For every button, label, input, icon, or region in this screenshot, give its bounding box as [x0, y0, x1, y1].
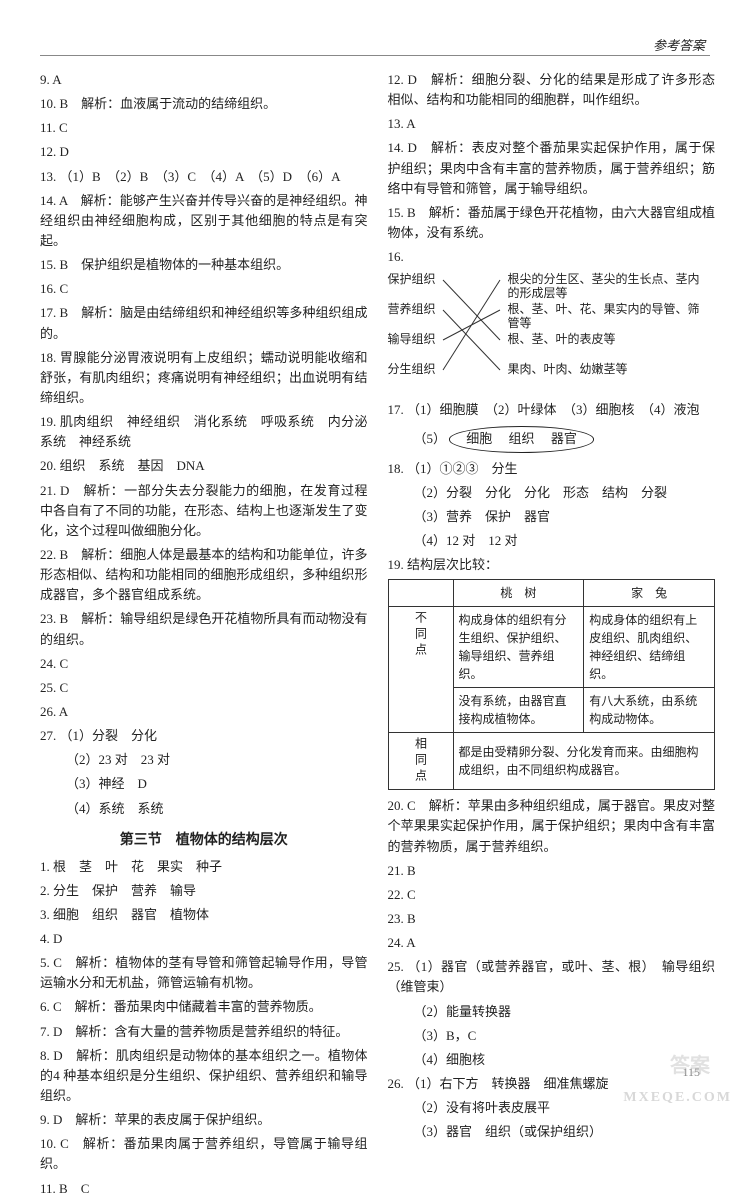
answer-item: 25. C [40, 678, 368, 698]
answer-item: 25. （1）器官（或营养器官，或叶、茎、根） 输导组织（维管束） [388, 957, 716, 997]
match-left-1: 营养组织 [388, 302, 436, 332]
answer-subitem: （3）神经 D [40, 774, 368, 794]
answer-item: 1. 根 茎 叶 花 果实 种子 [40, 857, 368, 877]
matching-diagram: 保护组织 营养组织 输导组织 分生组织 根尖的分生区、茎尖的生长点、茎内的形成层… [388, 272, 716, 392]
oval-c: 器官 [551, 431, 577, 446]
answer-item: 11. B C [40, 1179, 368, 1199]
oval-b: 组织 [509, 431, 535, 446]
answer-subitem: （2）23 对 23 对 [40, 750, 368, 770]
answer-item: 19. 肌肉组织 神经组织 消化系统 呼吸系统 内分泌系统 神经系统 [40, 412, 368, 452]
answer-subitem: （4）12 对 12 对 [388, 531, 716, 551]
answer-item: 16. [388, 247, 716, 267]
row-head-diff: 不同点 [388, 607, 453, 733]
match-left-3: 分生组织 [388, 362, 436, 392]
answer-subitem: （3）营养 保护 器官 [388, 507, 716, 527]
answer-subitem: （2）分裂 分化 分化 形态 结构 分裂 [388, 483, 716, 503]
answer-item: 7. D 解析：含有大量的营养物质是营养组织的特征。 [40, 1022, 368, 1042]
match-right-2: 根、茎、叶的表皮等 [508, 332, 708, 362]
answer-item: 23. B [388, 909, 716, 929]
answer-item: 21. D 解析：一部分失去分裂能力的细胞，在发育过程中各自有了不同的功能，在形… [40, 481, 368, 541]
answer-item: 17. （1）细胞膜 （2）叶绿体 （3）细胞核 （4）液泡 [388, 400, 716, 420]
answer-subitem: （3）器官 组织（或保护组织） [388, 1122, 716, 1142]
answer-item: 9. D 解析：苹果的表皮属于保护组织。 [40, 1110, 368, 1130]
cell-0a: 构成身体的组织有分生组织、保护组织、输导组织、营养组织。 [453, 607, 584, 688]
match-right-3: 果肉、叶肉、幼嫩茎等 [508, 362, 708, 392]
match-right-1: 根、茎、叶、花、果实内的导管、筛管等 [508, 302, 708, 332]
answer-subitem: （4）细胞核 [388, 1050, 716, 1070]
answer-item: 14. D 解析：表皮对整个番茄果实起保护作用，属于保护组织；果肉中含有丰富的营… [388, 138, 716, 198]
answer-item: 3. 细胞 组织 器官 植物体 [40, 905, 368, 925]
answer-item: 15. B 解析：番茄属于绿色开花植物，由六大器官组成植物体，没有系统。 [388, 203, 716, 243]
th-col2: 家 兔 [584, 580, 715, 607]
answer-item: 18. （1）①②③ 分生 [388, 459, 716, 479]
answer-item: 24. A [388, 933, 716, 953]
watermark-url: MXEQE.COM [623, 1090, 732, 1106]
q19-label: 19. 结构层次比较： [388, 555, 716, 575]
header-rule [40, 55, 710, 56]
cell-1b: 有八大系统，由系统构成动物体。 [584, 688, 715, 733]
match-right-0: 根尖的分生区、茎尖的生长点、茎内的形成层等 [508, 272, 708, 302]
answer-item: 12. D 解析：细胞分裂、分化的结果是形成了许多形态相似、结构和功能相同的细胞… [388, 70, 716, 110]
oval-a: 细胞 [466, 431, 492, 446]
match-left-2: 输导组织 [388, 332, 436, 362]
answer-item: 16. C [40, 279, 368, 299]
answer-item: 13. A [388, 114, 716, 134]
answer-item: 6. C 解析：番茄果肉中储藏着丰富的营养物质。 [40, 997, 368, 1017]
answer-item: 15. B 保护组织是植物体的一种基本组织。 [40, 255, 368, 275]
answer-item: 26. A [40, 702, 368, 722]
answer-item: 2. 分生 保护 营养 输导 [40, 881, 368, 901]
comparison-table: 桃 树 家 兔 不同点 构成身体的组织有分生组织、保护组织、输导组织、营养组织。… [388, 579, 716, 790]
match-left-0: 保护组织 [388, 272, 436, 302]
cell-1a: 没有系统，由器官直接构成植物体。 [453, 688, 584, 733]
oval-box: 细胞 组织 器官 [449, 426, 594, 452]
answer-item: 12. D [40, 142, 368, 162]
answer-item: 8. D 解析：肌肉组织是动物体的基本组织之一。植物体的4 种基本组织是分生组织… [40, 1046, 368, 1106]
answer-item: 14. A 解析：能够产生兴奋并传导兴奋的是神经组织。神经组织由神经细胞构成，区… [40, 191, 368, 251]
right-column: 12. D 解析：细胞分裂、分化的结果是形成了许多形态相似、结构和功能相同的细胞… [388, 70, 716, 1203]
answer-item: 9. A [40, 70, 368, 90]
answer-item: 22. C [388, 885, 716, 905]
answer-subitem: （2）能量转换器 [388, 1002, 716, 1022]
answer-item: 22. B 解析：细胞人体是最基本的结构和功能单位，许多形态相似、结构和功能相同… [40, 545, 368, 605]
th-col1: 桃 树 [453, 580, 584, 607]
row-head-same: 相同点 [388, 733, 453, 790]
oval-prefix: （5） [414, 431, 447, 446]
oval-row: （5） 细胞 组织 器官 [388, 424, 716, 454]
answer-item: 23. B 解析：输导组织是绿色开花植物所具有而动物没有的组织。 [40, 609, 368, 649]
answer-item: 20. 组织 系统 基因 DNA [40, 456, 368, 476]
answer-item: 18. 胃腺能分泌胃液说明有上皮组织；蠕动说明能收缩和舒张，有肌肉组织；疼痛说明… [40, 348, 368, 408]
answer-item: 17. B 解析：脑是由结缔组织和神经组织等多种组织组成的。 [40, 303, 368, 343]
answer-subitem: （3）B，C [388, 1026, 716, 1046]
content-columns: 9. A 10. B 解析：血液属于流动的结缔组织。 11. C 12. D 13. （… [40, 70, 715, 1203]
answer-item: 5. C 解析：植物体的茎有导管和筛管起输导作用，导管运输水分和无机盐，筛管运输… [40, 953, 368, 993]
cell-0b: 构成身体的组织有上皮组织、肌肉组织、神经组织、结缔组织。 [584, 607, 715, 688]
answer-item: 11. C [40, 118, 368, 138]
answer-item: 21. B [388, 861, 716, 881]
left-column: 9. A 10. B 解析：血液属于流动的结缔组织。 11. C 12. D 13. （… [40, 70, 368, 1203]
th-blank [388, 580, 453, 607]
answer-item: 24. C [40, 654, 368, 674]
answer-item: 10. B 解析：血液属于流动的结缔组织。 [40, 94, 368, 114]
answer-subitem: （4）系统 系统 [40, 799, 368, 819]
answer-item: 10. C 解析：番茄果肉属于营养组织，导管属于输导组织。 [40, 1134, 368, 1174]
cell-2span: 都是由受精卵分裂、分化发育而来。由细胞构成组织，由不同组织构成器官。 [453, 733, 715, 790]
header-label: 参考答案 [653, 35, 705, 54]
answer-item: 4. D [40, 929, 368, 949]
answer-item: 27. （1）分裂 分化 [40, 726, 368, 746]
answer-item: 13. （1）B （2）B （3）C （4）A （5）D （6）A [40, 167, 368, 187]
section-title: 第三节 植物体的结构层次 [40, 829, 368, 849]
answer-item: 20. C 解析：苹果由多种组织组成，属于器官。果皮对整个苹果果实起保护作用，属… [388, 796, 716, 856]
watermark-cn: 答案 [670, 1049, 710, 1078]
match-lines [438, 272, 508, 392]
